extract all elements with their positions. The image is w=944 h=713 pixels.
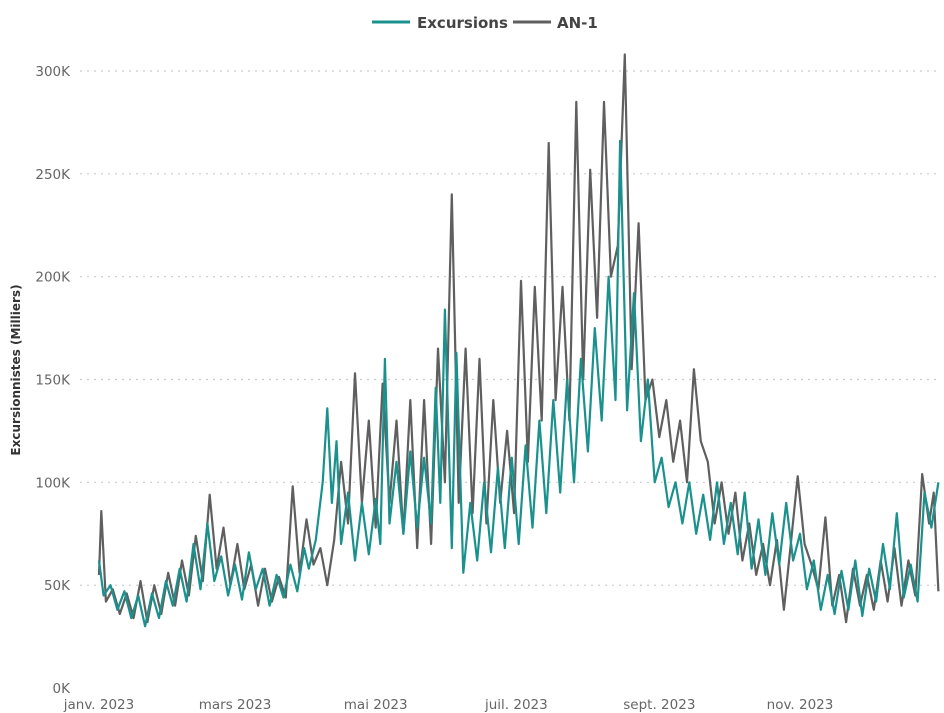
series-lines [97, 53, 940, 628]
y-tick-label: 200K [35, 270, 71, 286]
y-tick-label: 50K [44, 578, 71, 594]
x-axis-ticks: janv. 2023 mars 2023 mai 2023 juil. 2023 sep… [63, 697, 834, 713]
legend-label-an-1: AN-1 [557, 14, 598, 32]
x-tick-label: mai 2023 [344, 697, 408, 713]
series-line-excursions [97, 139, 940, 628]
y-tick-label: 150K [35, 373, 71, 389]
legend: Excursions AN-1 [372, 14, 598, 32]
y-axis-title: Excursionnistes (Milliers) [9, 284, 23, 455]
y-tick-label: 100K [35, 475, 71, 491]
x-tick-label: mars 2023 [199, 697, 272, 713]
x-tick-label: juil. 2023 [484, 697, 548, 713]
y-axis-ticks: 0K 50K 100K 150K 200K 250K 300K [35, 64, 71, 697]
y-tick-label: 300K [35, 64, 71, 80]
y-tick-label: 250K [35, 167, 71, 183]
y-tick-label: 0K [53, 681, 72, 697]
legend-label-excursions: Excursions [417, 14, 508, 32]
x-tick-label: janv. 2023 [63, 697, 134, 713]
x-tick-label: nov. 2023 [767, 697, 834, 713]
x-tick-label: sept. 2023 [623, 697, 695, 713]
